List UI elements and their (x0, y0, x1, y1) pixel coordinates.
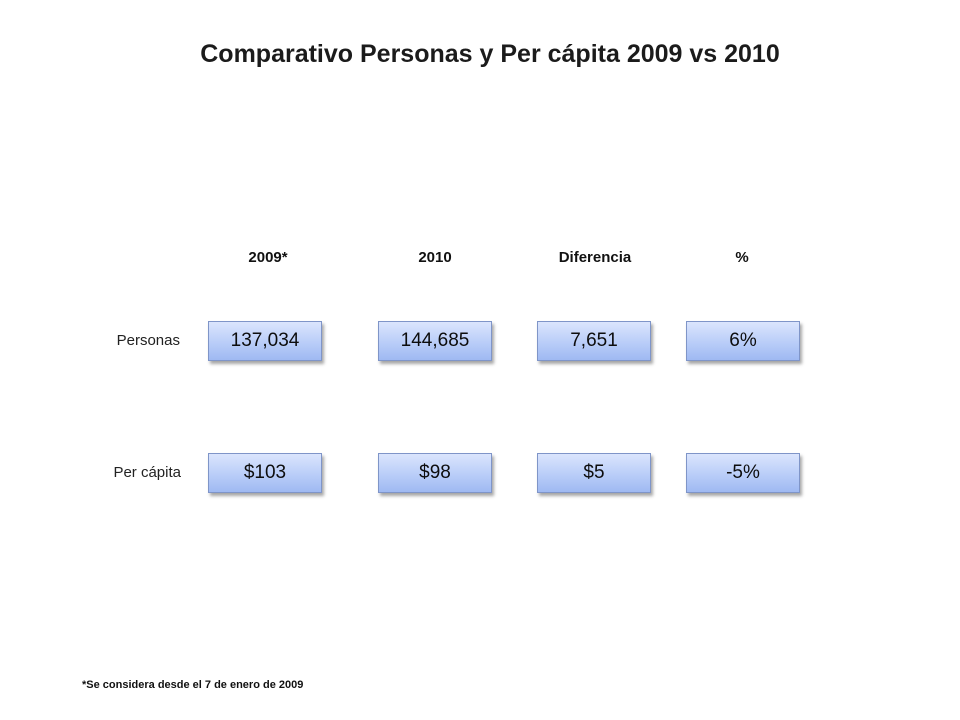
cell-personas-2010: 144,685 (378, 321, 492, 361)
cell-per-capita-2010: $98 (378, 453, 492, 493)
slide-title: Comparativo Personas y Per cápita 2009 v… (200, 40, 780, 68)
cell-personas-diferencia: 7,651 (537, 321, 651, 361)
row-label-per-capita: Per cápita (113, 464, 181, 481)
cell-personas-percent: 6% (686, 321, 800, 361)
column-header-2009: 2009* (248, 249, 288, 266)
row-label-personas: Personas (116, 332, 180, 349)
column-header-percent: % (735, 249, 749, 266)
footnote: *Se considera desde el 7 de enero de 200… (82, 679, 304, 691)
column-header-2010: 2010 (418, 249, 452, 266)
cell-per-capita-diferencia: $5 (537, 453, 651, 493)
cell-per-capita-percent: -5% (686, 453, 800, 493)
cell-personas-2009: 137,034 (208, 321, 322, 361)
column-header-diferencia: Diferencia (558, 249, 632, 266)
cell-per-capita-2009: $103 (208, 453, 322, 493)
